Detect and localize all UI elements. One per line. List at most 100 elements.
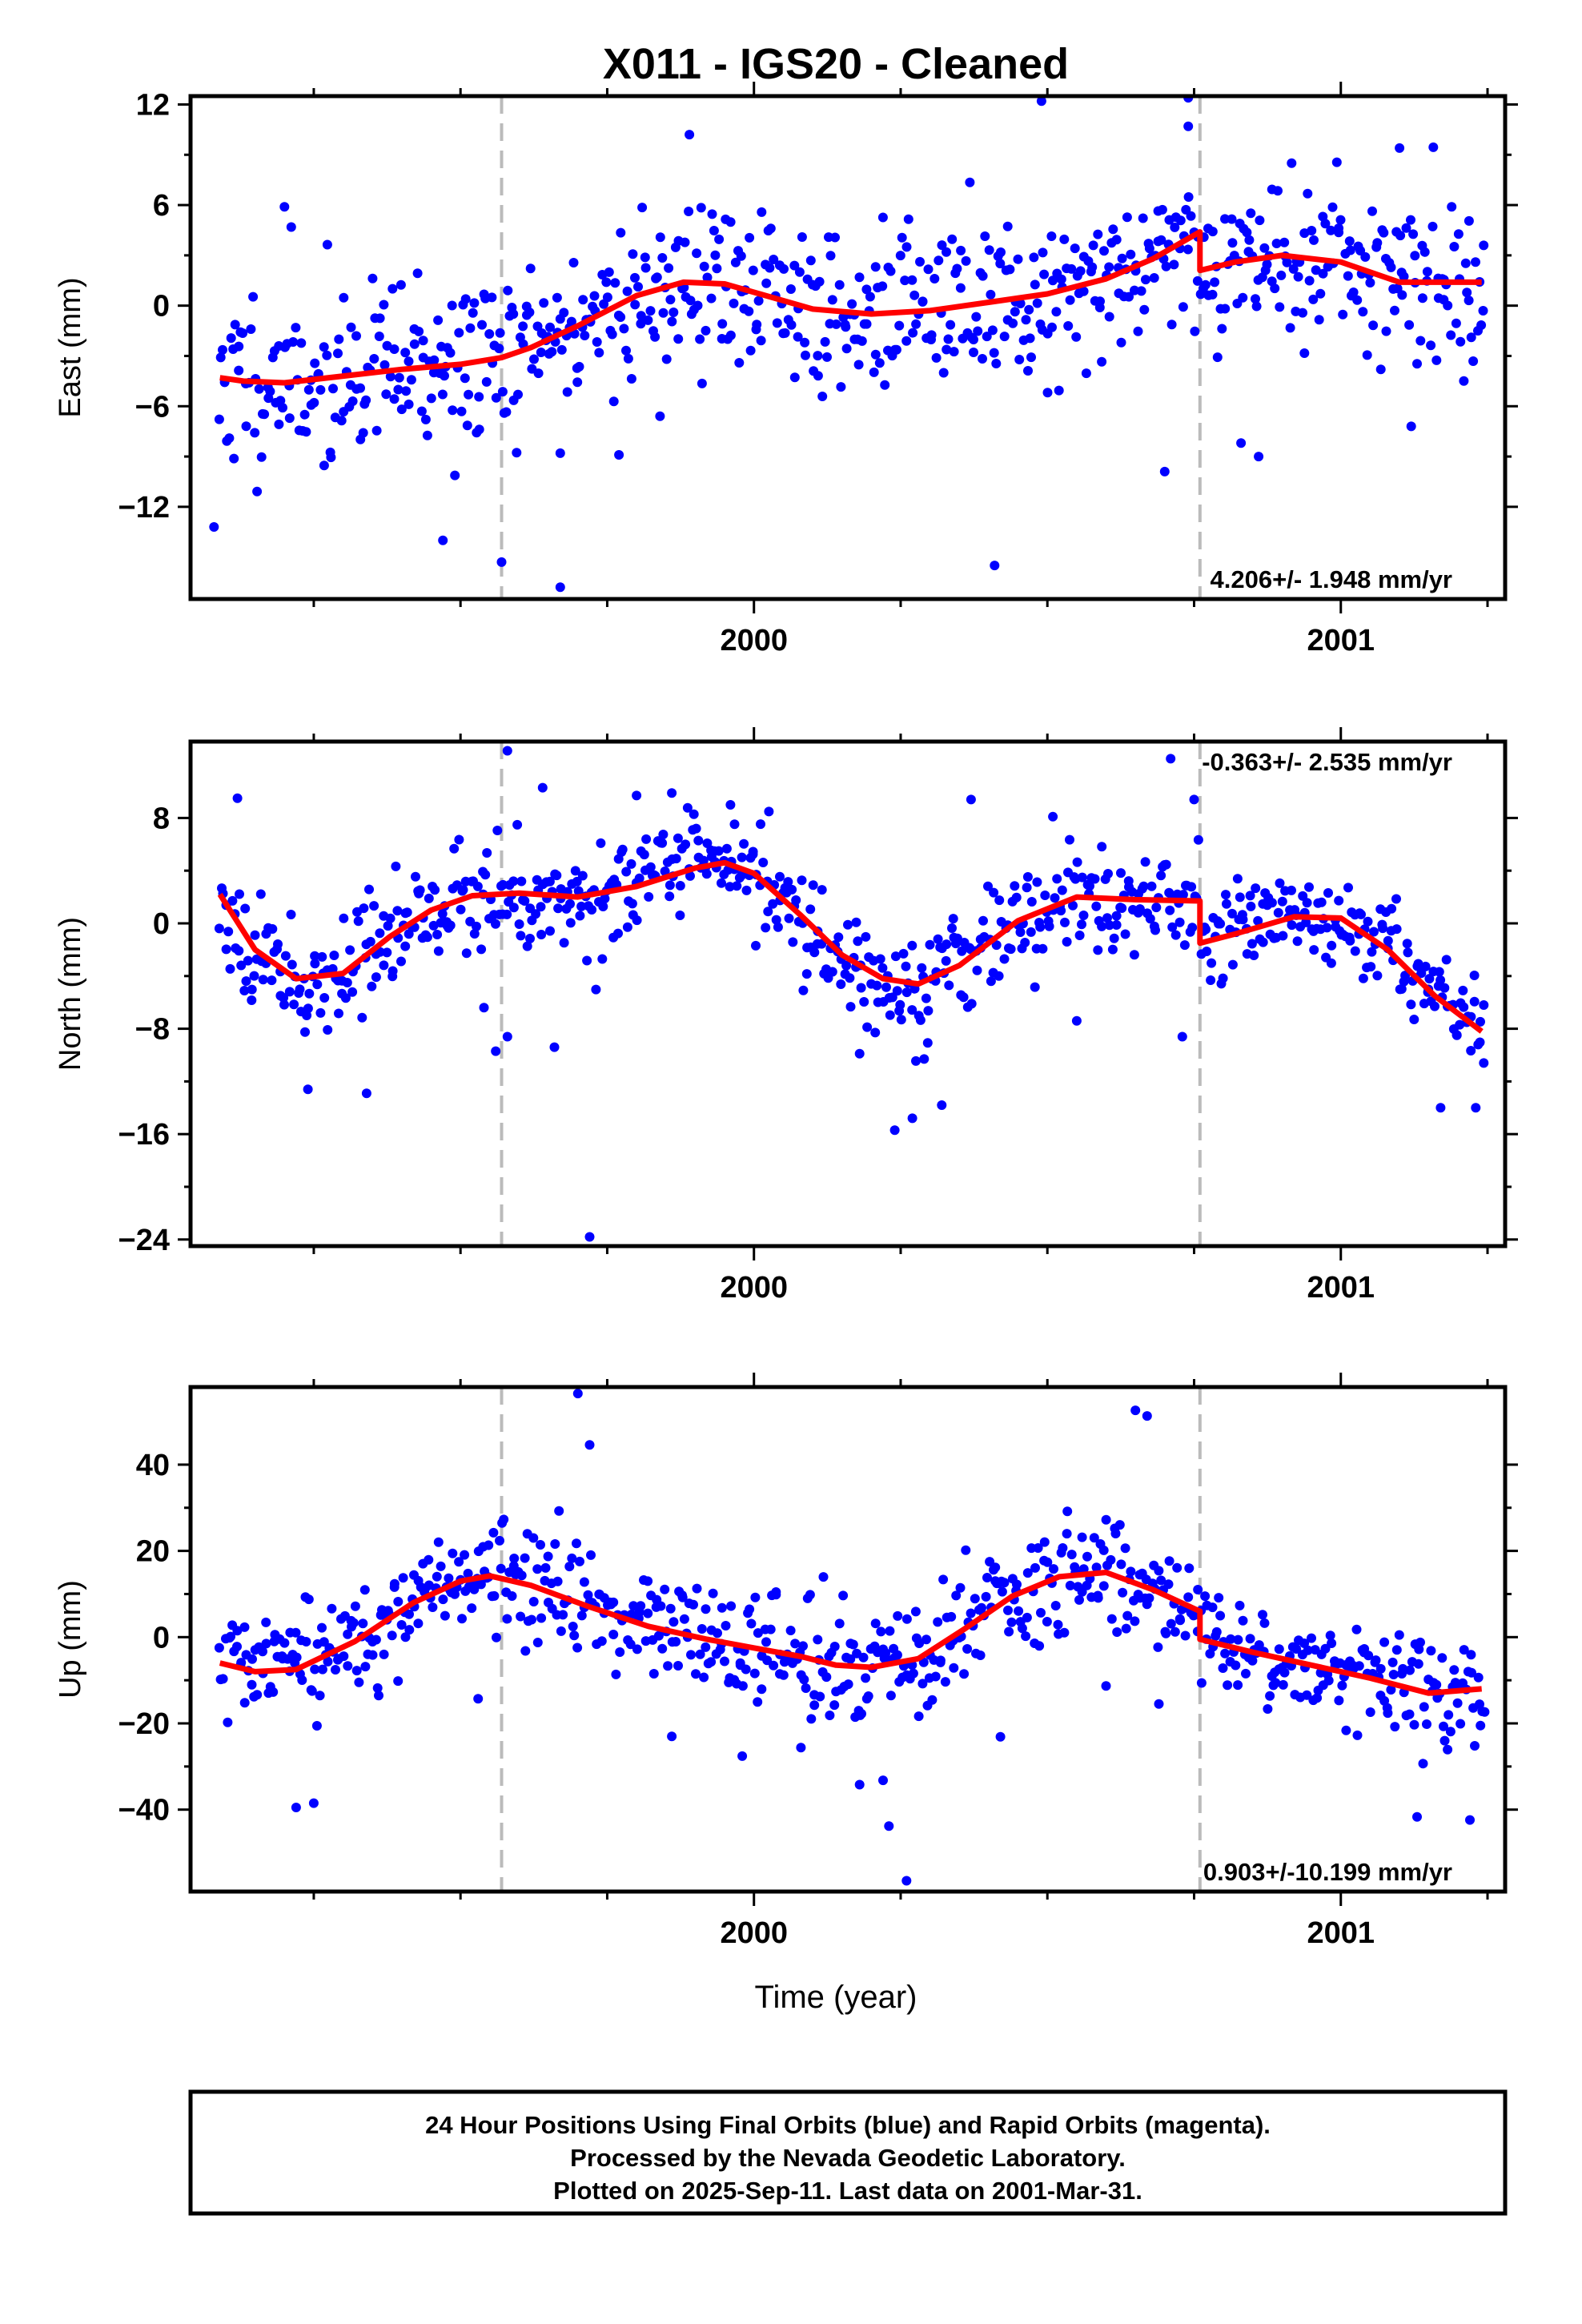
east-data-point [1227,214,1237,224]
north-data-point [1010,881,1020,891]
north-data-point [545,926,555,936]
north-data-point [549,1042,560,1052]
up-data-point [473,1694,484,1704]
east-data-point [503,285,513,296]
up-data-point [870,1618,881,1629]
up-data-point [279,1638,290,1648]
up-data-point [720,1656,729,1667]
east-data-point [580,331,590,340]
east-data-point [1238,292,1248,303]
east-data-point [841,344,852,354]
east-data-point [351,331,361,341]
up-data-point [927,1695,938,1705]
up-data-point [1303,1645,1313,1655]
up-data-point [540,1562,551,1573]
up-data-point [1004,1626,1014,1637]
north-data-point [1471,1103,1481,1113]
north-data-point [836,979,846,989]
east-data-point [241,421,251,432]
up-data-point [1466,1650,1476,1660]
north-data-point [626,858,636,869]
east-data-point [800,337,810,348]
north-data-point [369,901,379,911]
north-data-point [347,987,358,997]
north-data-point [1287,920,1297,931]
east-data-point [487,292,497,303]
east-data-point [1298,308,1307,318]
east-data-point [709,226,719,235]
east-data-point [712,263,722,274]
east-data-point [465,323,476,333]
up-data-point [1074,1594,1084,1605]
up-data-point [1006,1617,1017,1627]
east-data-point [501,407,512,417]
north-data-point [1165,905,1175,915]
east-data-point [753,296,764,306]
north-data-point [391,861,401,871]
east-data-point [969,348,978,357]
north-data-point [284,987,295,997]
north-data-point [531,909,541,919]
up-data-point [214,1642,224,1653]
east-data-point [1478,306,1488,316]
east-data-point [381,389,391,400]
north-data-point [1038,943,1048,954]
east-data-point [259,409,270,420]
up-data-point [1443,1744,1453,1755]
north-data-point [1383,935,1393,946]
up-data-point [1003,1605,1013,1615]
up-data-point [454,1557,464,1567]
up-data-point [962,1644,973,1654]
north-data-point [1015,927,1026,937]
north-data-point [986,976,996,987]
north-data-point [859,997,869,1007]
up-data-point [1089,1533,1099,1543]
up-data-point [247,1679,257,1690]
up-data-point [492,1632,501,1642]
x-axis-label: Time (year) [755,1980,917,2015]
north-data-point [947,923,957,933]
up-data-point [499,1514,509,1525]
east-data-point [401,386,412,396]
north-data-point [565,899,575,909]
north-data-point [701,869,712,879]
east-data-point [710,250,721,260]
east-data-point [938,368,949,378]
east-data-point [652,272,662,283]
east-data-point [831,319,841,329]
east-data-point [1271,239,1282,248]
east-data-point [1161,261,1171,271]
up-data-point [708,1588,718,1598]
up-data-point [516,1611,526,1622]
north-data-point [922,1038,933,1048]
north-data-point [214,923,224,934]
up-data-point [1017,1623,1027,1634]
east-data-point [518,321,528,332]
east-data-point [801,350,810,360]
north-data-point [1035,922,1046,932]
north-data-point [721,843,732,854]
north-data-point [449,843,460,854]
north-data-point [907,1113,917,1124]
north-data-point [234,946,244,956]
north-data-point [952,933,962,943]
east-data-point [1104,262,1114,272]
up-data-point [552,1576,563,1586]
up-data-point [572,1642,583,1653]
east-data-point [1126,249,1136,259]
north-data-point [748,846,758,857]
north-data-point [1304,882,1314,892]
east-data-point [1030,279,1040,290]
north-data-point [675,911,685,920]
north-data-point [522,941,532,951]
east-data-point [303,384,314,395]
east-data-point [673,334,684,344]
east-data-point [462,420,472,431]
east-data-point [406,375,416,385]
up-data-point [689,1599,698,1610]
north-frame [188,739,1508,1248]
east-data-point [315,384,326,395]
east-data-point [817,392,828,401]
east-data-point [650,332,661,342]
east-data-point [1468,356,1479,366]
